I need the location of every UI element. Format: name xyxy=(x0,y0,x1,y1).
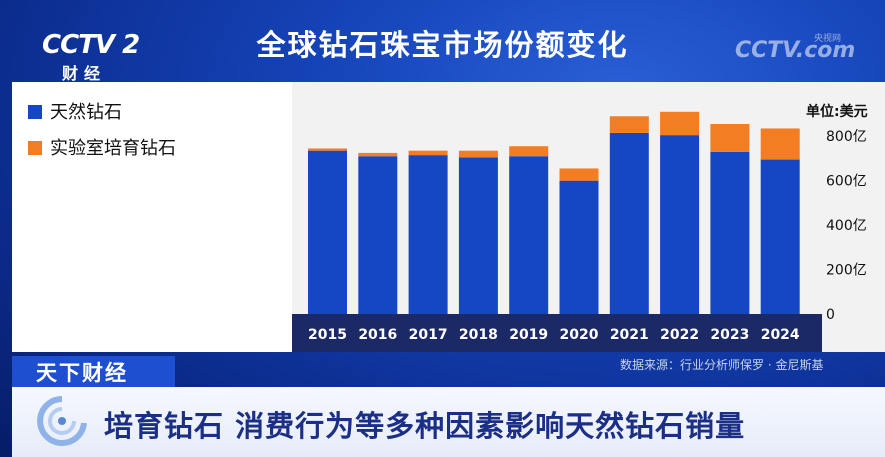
y-tick-label-1: 200亿 xyxy=(826,263,867,279)
x-tick-label-2024: 2024 xyxy=(761,327,800,343)
legend-label-lab: 实验室培育钻石 xyxy=(50,138,176,159)
bar-natural-2024 xyxy=(760,159,800,314)
bar-lab-2015 xyxy=(308,148,347,151)
bar-lab-2016 xyxy=(358,152,398,157)
bar-lab-2020 xyxy=(559,168,599,181)
program-tag: 天下财经 xyxy=(12,356,175,387)
legend-item-lab: 实验室培育钻石 xyxy=(28,134,176,160)
bar-lab-2018 xyxy=(458,150,498,158)
chart-legend: 天然钻石 实验室培育钻石 xyxy=(12,82,292,352)
y-tick-label-2: 400亿 xyxy=(826,218,867,234)
legend-label-natural: 天然钻石 xyxy=(50,102,122,123)
bar-natural-2017 xyxy=(408,155,448,314)
x-tick-label-2017: 2017 xyxy=(409,327,448,343)
cctv2-logo: CCTV 2 财经 xyxy=(42,30,172,83)
bar-lab-2019 xyxy=(509,146,549,157)
bar-lab-2022 xyxy=(660,111,700,136)
bar-natural-2015 xyxy=(308,150,347,314)
y-unit-label: 单位:美元 xyxy=(806,103,868,120)
x-tick-label-2015: 2015 xyxy=(308,327,347,343)
caption-bar: 培育钻石 消费行为等多种因素影响天然钻石销量 xyxy=(12,387,885,457)
program-tag-label: 天下财经 xyxy=(36,361,128,385)
cctv-com-logo: 央视网 CCTV.com xyxy=(735,28,875,72)
legend-swatch-lab xyxy=(28,141,42,155)
chart-panel: 2015 2016 2017 2018 2019 2020 2021 2022 2023 2024… xyxy=(292,82,885,352)
bar-lab-2024 xyxy=(760,128,800,160)
bar-natural-2016 xyxy=(358,156,398,314)
x-tick-label-2023: 2023 xyxy=(710,327,749,343)
legend-swatch-natural xyxy=(28,105,42,119)
bar-natural-2022 xyxy=(660,135,700,314)
y-tick-label-4: 800亿 xyxy=(826,129,867,145)
y-tick-label-0: 0 xyxy=(826,307,835,323)
x-tick-label-2018: 2018 xyxy=(459,327,498,343)
bar-natural-2019 xyxy=(509,156,549,314)
bar-natural-2020 xyxy=(559,180,599,314)
bar-lab-2023 xyxy=(710,124,750,152)
bar-lab-2017 xyxy=(408,150,448,156)
globe-icon xyxy=(37,396,87,446)
cctv2-logo-subtitle: 财经 xyxy=(62,64,107,83)
cctv-com-logo-subtitle: 央视网 xyxy=(814,34,842,44)
cctv-com-logo-text: CCTV.com xyxy=(735,38,856,63)
legend-item-natural: 天然钻石 xyxy=(28,98,122,124)
bar-natural-2018 xyxy=(458,157,498,314)
x-tick-label-2020: 2020 xyxy=(560,327,599,343)
bar-lab-2021 xyxy=(609,116,649,133)
data-source-note: 数据来源：行业分析师保罗 · 金尼斯基 xyxy=(620,358,824,372)
x-tick-label-2022: 2022 xyxy=(660,327,699,343)
bar-natural-2021 xyxy=(609,132,649,314)
page-title: 全球钻石珠宝市场份额变化 xyxy=(256,28,629,62)
x-tick-label-2019: 2019 xyxy=(509,327,548,343)
y-tick-label-3: 600亿 xyxy=(826,174,867,190)
cctv2-logo-text: CCTV 2 xyxy=(42,30,140,60)
x-axis-band xyxy=(292,314,822,352)
x-tick-label-2016: 2016 xyxy=(358,327,397,343)
bar-natural-2023 xyxy=(710,151,750,314)
x-tick-label-2021: 2021 xyxy=(610,327,649,343)
caption-text: 培育钻石 消费行为等多种因素影响天然钻石销量 xyxy=(104,409,746,443)
bar-chart: 2015 2016 2017 2018 2019 2020 2021 2022 2023 2024… xyxy=(292,103,868,352)
